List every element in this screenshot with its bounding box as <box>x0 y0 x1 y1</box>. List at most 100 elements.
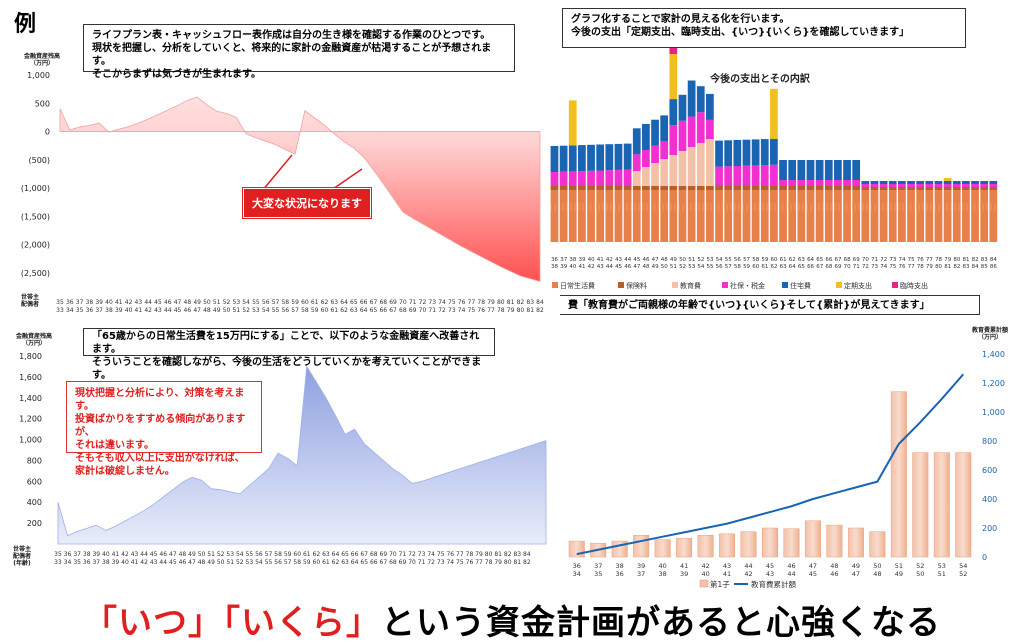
bl-ytick: 200 <box>27 519 42 528</box>
tl-xtick-bottom: 51 <box>233 307 241 314</box>
tr-legend-swatch <box>672 282 678 288</box>
tr-xtick-top: 56 <box>734 257 741 263</box>
br-xtick-top: 38 <box>616 562 624 570</box>
tr-bar-seg <box>660 190 669 242</box>
tl-xtick-bottom: 73 <box>448 307 456 314</box>
tr-bar-seg <box>678 151 687 186</box>
tr-xtick-top: 81 <box>963 257 970 263</box>
tr-xtick-bottom: 71 <box>853 264 860 270</box>
tr-bar-seg <box>550 146 559 172</box>
tr-xtick-top: 38 <box>569 257 576 263</box>
tr-bar-seg <box>651 119 659 146</box>
tl-arrow-right <box>329 168 363 192</box>
tr-bar-seg <box>907 190 915 242</box>
tr-xtick-top: 64 <box>807 257 814 263</box>
bl-xtick-top: 79 <box>475 551 483 558</box>
br-xtick-top: 45 <box>766 562 774 570</box>
tr-bar-seg <box>623 169 632 186</box>
tr-bar-seg <box>706 93 714 120</box>
br-xtick-top: 49 <box>852 562 860 570</box>
tr-xtick-bottom: 57 <box>725 264 732 270</box>
br-xtick-top: 37 <box>594 562 602 570</box>
tr-xtick-bottom: 69 <box>835 264 842 270</box>
tl-xtick-bottom: 69 <box>409 307 417 314</box>
tr-bar-seg <box>925 184 934 187</box>
tr-bar-seg <box>687 80 696 117</box>
br-xtick-bottom: 40 <box>701 570 709 578</box>
br-xtick-bottom: 38 <box>658 570 666 578</box>
bl-xtick-bottom: 66 <box>370 559 378 566</box>
bl-xtick-bottom: 68 <box>389 559 397 566</box>
tl-xlabel: 配偶者 <box>21 300 39 308</box>
tr-bar-seg <box>898 181 906 184</box>
br-bar <box>912 452 929 558</box>
tr-bar-seg <box>971 184 979 187</box>
tr-bar-seg <box>843 160 851 180</box>
tr-xtick-bottom: 81 <box>944 264 951 270</box>
tl-xtick-bottom: 47 <box>193 307 201 314</box>
tr-bar-seg <box>861 184 870 187</box>
br-ytick-right: 1,200 <box>982 379 1005 388</box>
bl-xlabel: 世帯主 <box>13 545 31 553</box>
tr-bar-seg <box>632 128 641 155</box>
tr-legend-swatch <box>722 282 728 288</box>
bl-xtick-top: 39 <box>92 551 100 558</box>
tl-xtick-top: 56 <box>262 299 270 306</box>
bl-xtick-bottom: 64 <box>351 559 359 566</box>
tr-bar-seg <box>843 190 851 242</box>
tr-bar-seg <box>687 147 696 186</box>
tl-xtick-top: 65 <box>350 299 358 306</box>
tr-bar-seg <box>642 150 650 167</box>
tr-bar-seg <box>779 186 787 190</box>
bl-xtick-bottom: 48 <box>198 559 206 566</box>
br-xtick-bottom: 51 <box>938 570 946 578</box>
bl-ytick: 1,400 <box>19 394 42 403</box>
tr-bar-seg <box>642 186 650 190</box>
tr-bar-seg <box>724 186 733 190</box>
tr-bar-seg <box>888 187 897 190</box>
tr-bar-seg <box>861 187 870 190</box>
tr-bar-seg <box>751 190 760 242</box>
br-legend-swatch-bar <box>699 579 709 588</box>
tr-xtick-top: 72 <box>880 257 887 263</box>
tr-bar-seg <box>907 187 915 190</box>
tr-bar-seg <box>623 190 632 242</box>
tl-xtick-top: 71 <box>409 299 417 306</box>
bl-xtick-bottom: 74 <box>446 559 454 566</box>
br-bar <box>633 535 650 558</box>
tl-xtick-top: 74 <box>438 299 446 306</box>
tr-xtick-top: 67 <box>835 257 842 263</box>
tl-xtick-bottom: 53 <box>252 307 260 314</box>
tr-xtick-bottom: 85 <box>981 264 988 270</box>
bl-xtick-bottom: 44 <box>159 559 167 566</box>
tr-xtick-bottom: 51 <box>670 264 677 270</box>
bl-xtick-bottom: 73 <box>437 559 445 566</box>
tr-bar-seg <box>605 144 614 171</box>
tr-bar-seg <box>806 180 815 186</box>
tr-bar-seg <box>715 186 723 190</box>
tr-xtick-top: 77 <box>926 257 933 263</box>
bl-xtick-bottom: 56 <box>274 559 282 566</box>
tr-bar-seg <box>660 159 669 186</box>
tl-xtick-bottom: 42 <box>144 307 152 314</box>
tr-bar-seg <box>843 186 851 190</box>
tr-bar-seg <box>843 180 851 186</box>
tl-xtick-top: 73 <box>428 299 436 306</box>
tr-xtick-top: 83 <box>981 257 988 263</box>
tr-bar-seg <box>916 181 925 184</box>
tl-xtick-bottom: 48 <box>203 307 211 314</box>
note-br: 費「教育費がご両親様の年齢で{いつ}{いくら}そして{累計}が見えてきます」 <box>560 295 980 315</box>
br-ytick-right: 0 <box>982 553 987 562</box>
tr-xtick-bottom: 40 <box>569 264 576 270</box>
bl-xtick-top: 43 <box>131 551 139 558</box>
bl-xtick-bottom: 36 <box>83 559 91 566</box>
br-bar <box>654 539 671 558</box>
tr-legend-label: 社保・税金 <box>730 281 765 290</box>
tr-bar-seg <box>596 186 605 190</box>
tr-xtick-bottom: 72 <box>862 264 869 270</box>
tl-xtick-bottom: 74 <box>458 307 466 314</box>
br-xtick-top: 52 <box>916 562 924 570</box>
tr-xtick-top: 59 <box>761 257 768 263</box>
tr-bar-seg <box>989 190 998 242</box>
tr-xtick-top: 44 <box>624 257 631 263</box>
